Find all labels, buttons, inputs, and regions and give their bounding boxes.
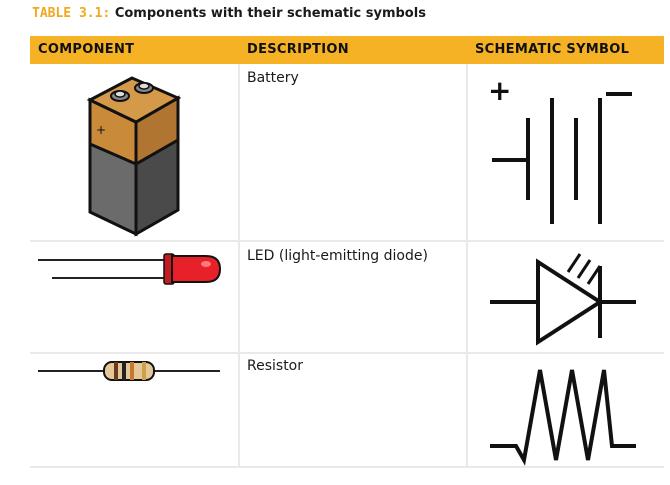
table-row: LED (light-emitting diode) xyxy=(30,242,664,352)
battery-minus-sign: − xyxy=(486,75,487,77)
row-divider xyxy=(30,240,664,242)
battery-illustration: + xyxy=(86,76,182,237)
resistor-illustration xyxy=(38,361,220,381)
row-divider xyxy=(30,352,664,354)
row-description: Resistor xyxy=(247,358,303,374)
row-divider xyxy=(30,466,664,468)
table-caption-label: TABLE 3.1: xyxy=(32,6,111,21)
column-divider xyxy=(238,64,240,468)
column-divider xyxy=(466,64,468,468)
resistor-schematic-symbol xyxy=(490,369,636,466)
led-illustration xyxy=(38,253,222,285)
table-caption: TABLE 3.1: Components with their schemat… xyxy=(32,6,426,21)
header-component: COMPONENT xyxy=(38,42,135,57)
battery-plus-sign: + xyxy=(488,74,511,107)
components-table: COMPONENT DESCRIPTION SCHEMATIC SYMBOL +… xyxy=(30,36,664,468)
led-schematic-symbol xyxy=(490,253,636,346)
table-row: Resistor xyxy=(30,354,664,466)
table-header-row: COMPONENT DESCRIPTION SCHEMATIC SYMBOL xyxy=(30,36,664,64)
battery-schematic-symbol: + − xyxy=(486,74,632,224)
header-description: DESCRIPTION xyxy=(247,42,349,57)
row-description: Battery xyxy=(247,70,299,86)
header-schematic-symbol: SCHEMATIC SYMBOL xyxy=(475,42,630,57)
battery-plus-mark: + xyxy=(96,123,106,137)
row-description: LED (light-emitting diode) xyxy=(247,248,428,264)
table-row: + Battery + − xyxy=(30,64,664,240)
table-caption-text: Components with their schematic symbols xyxy=(114,6,426,21)
